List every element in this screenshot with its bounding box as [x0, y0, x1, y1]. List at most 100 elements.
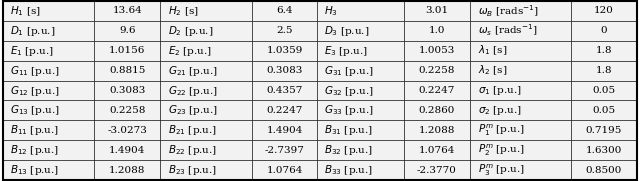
Text: 0.05: 0.05: [592, 86, 616, 95]
Text: $E_2$ [p.u.]: $E_2$ [p.u.]: [168, 44, 212, 58]
Bar: [3, 140, 95, 160]
Bar: [470, 41, 571, 61]
Text: 6.4: 6.4: [276, 6, 292, 15]
Bar: [161, 21, 252, 41]
Text: $D_2$ [p.u.]: $D_2$ [p.u.]: [168, 24, 213, 38]
Bar: [317, 160, 404, 180]
Bar: [252, 160, 317, 180]
Text: $D_1$ [p.u.]: $D_1$ [p.u.]: [10, 24, 56, 38]
Bar: [252, 120, 317, 140]
Text: 0.05: 0.05: [592, 106, 616, 115]
Bar: [3, 61, 95, 81]
Bar: [571, 21, 637, 41]
Bar: [161, 1, 252, 21]
Bar: [161, 100, 252, 120]
Text: 1.0764: 1.0764: [419, 146, 455, 155]
Bar: [404, 21, 470, 41]
Text: 0.8815: 0.8815: [109, 66, 145, 75]
Bar: [317, 81, 404, 100]
Text: 1.8: 1.8: [596, 46, 612, 55]
Text: 0.8500: 0.8500: [586, 166, 622, 175]
Bar: [161, 120, 252, 140]
Text: 1.0: 1.0: [428, 26, 445, 35]
Bar: [317, 41, 404, 61]
Text: -3.0273: -3.0273: [108, 126, 147, 135]
Bar: [252, 21, 317, 41]
Text: 120: 120: [594, 6, 614, 15]
Text: 0.3083: 0.3083: [266, 66, 303, 75]
Bar: [95, 81, 161, 100]
Text: 0.4357: 0.4357: [266, 86, 303, 95]
Text: $G_{13}$ [p.u.]: $G_{13}$ [p.u.]: [10, 103, 61, 117]
Text: 0.2247: 0.2247: [419, 86, 455, 95]
Bar: [95, 140, 161, 160]
Text: 1.4904: 1.4904: [109, 146, 145, 155]
Text: $B_{21}$ [p.u.]: $B_{21}$ [p.u.]: [168, 123, 217, 137]
Text: $\omega_s$ [rads$^{-1}$]: $\omega_s$ [rads$^{-1}$]: [477, 23, 537, 39]
Text: 2.5: 2.5: [276, 26, 292, 35]
Text: $\lambda_1$ [s]: $\lambda_1$ [s]: [477, 44, 507, 58]
Text: 1.2088: 1.2088: [419, 126, 455, 135]
Bar: [404, 140, 470, 160]
Bar: [470, 120, 571, 140]
Text: $\omega_B$ [rads$^{-1}$]: $\omega_B$ [rads$^{-1}$]: [477, 3, 538, 19]
Bar: [252, 140, 317, 160]
Bar: [470, 81, 571, 100]
Text: 0.2258: 0.2258: [419, 66, 455, 75]
Text: $B_{23}$ [p.u.]: $B_{23}$ [p.u.]: [168, 163, 217, 177]
Bar: [3, 81, 95, 100]
Text: $P_3^m$ [p.u.]: $P_3^m$ [p.u.]: [477, 162, 525, 178]
Bar: [161, 61, 252, 81]
Bar: [571, 100, 637, 120]
Bar: [161, 41, 252, 61]
Bar: [404, 160, 470, 180]
Text: $G_{23}$ [p.u.]: $G_{23}$ [p.u.]: [168, 103, 218, 117]
Text: $G_{31}$ [p.u.]: $G_{31}$ [p.u.]: [324, 64, 374, 78]
Bar: [3, 160, 95, 180]
Text: $G_{21}$ [p.u.]: $G_{21}$ [p.u.]: [168, 64, 218, 78]
Bar: [95, 120, 161, 140]
Bar: [571, 41, 637, 61]
Text: 1.4904: 1.4904: [266, 126, 303, 135]
Text: -2.7397: -2.7397: [264, 146, 305, 155]
Text: $\lambda_2$ [s]: $\lambda_2$ [s]: [477, 64, 507, 77]
Bar: [404, 61, 470, 81]
Text: $G_{11}$ [p.u.]: $G_{11}$ [p.u.]: [10, 64, 61, 78]
Text: $B_{33}$ [p.u.]: $B_{33}$ [p.u.]: [324, 163, 374, 177]
Bar: [252, 61, 317, 81]
Text: $E_1$ [p.u.]: $E_1$ [p.u.]: [10, 44, 54, 58]
Text: $H_3$: $H_3$: [324, 4, 338, 18]
Bar: [95, 41, 161, 61]
Text: 3.01: 3.01: [425, 6, 448, 15]
Text: $P_1^m$ [p.u.]: $P_1^m$ [p.u.]: [477, 123, 525, 138]
Bar: [571, 160, 637, 180]
Text: $B_{13}$ [p.u.]: $B_{13}$ [p.u.]: [10, 163, 60, 177]
Bar: [95, 21, 161, 41]
Bar: [161, 81, 252, 100]
Bar: [470, 140, 571, 160]
Text: 1.8: 1.8: [596, 66, 612, 75]
Text: 0.2860: 0.2860: [419, 106, 455, 115]
Bar: [571, 120, 637, 140]
Bar: [252, 1, 317, 21]
Bar: [571, 1, 637, 21]
Bar: [3, 120, 95, 140]
Text: $P_2^m$ [p.u.]: $P_2^m$ [p.u.]: [477, 142, 525, 158]
Text: $\sigma_2$ [p.u.]: $\sigma_2$ [p.u.]: [477, 104, 522, 117]
Bar: [95, 160, 161, 180]
Text: 1.0764: 1.0764: [266, 166, 303, 175]
Text: -2.3770: -2.3770: [417, 166, 456, 175]
Text: 1.2088: 1.2088: [109, 166, 145, 175]
Bar: [317, 21, 404, 41]
Text: $G_{33}$ [p.u.]: $G_{33}$ [p.u.]: [324, 103, 374, 117]
Bar: [317, 1, 404, 21]
Bar: [317, 120, 404, 140]
Bar: [95, 100, 161, 120]
Text: $H_2$ [s]: $H_2$ [s]: [168, 4, 198, 18]
Bar: [470, 1, 571, 21]
Text: $B_{32}$ [p.u.]: $B_{32}$ [p.u.]: [324, 143, 374, 157]
Bar: [252, 41, 317, 61]
Bar: [571, 140, 637, 160]
Bar: [404, 120, 470, 140]
Bar: [470, 100, 571, 120]
